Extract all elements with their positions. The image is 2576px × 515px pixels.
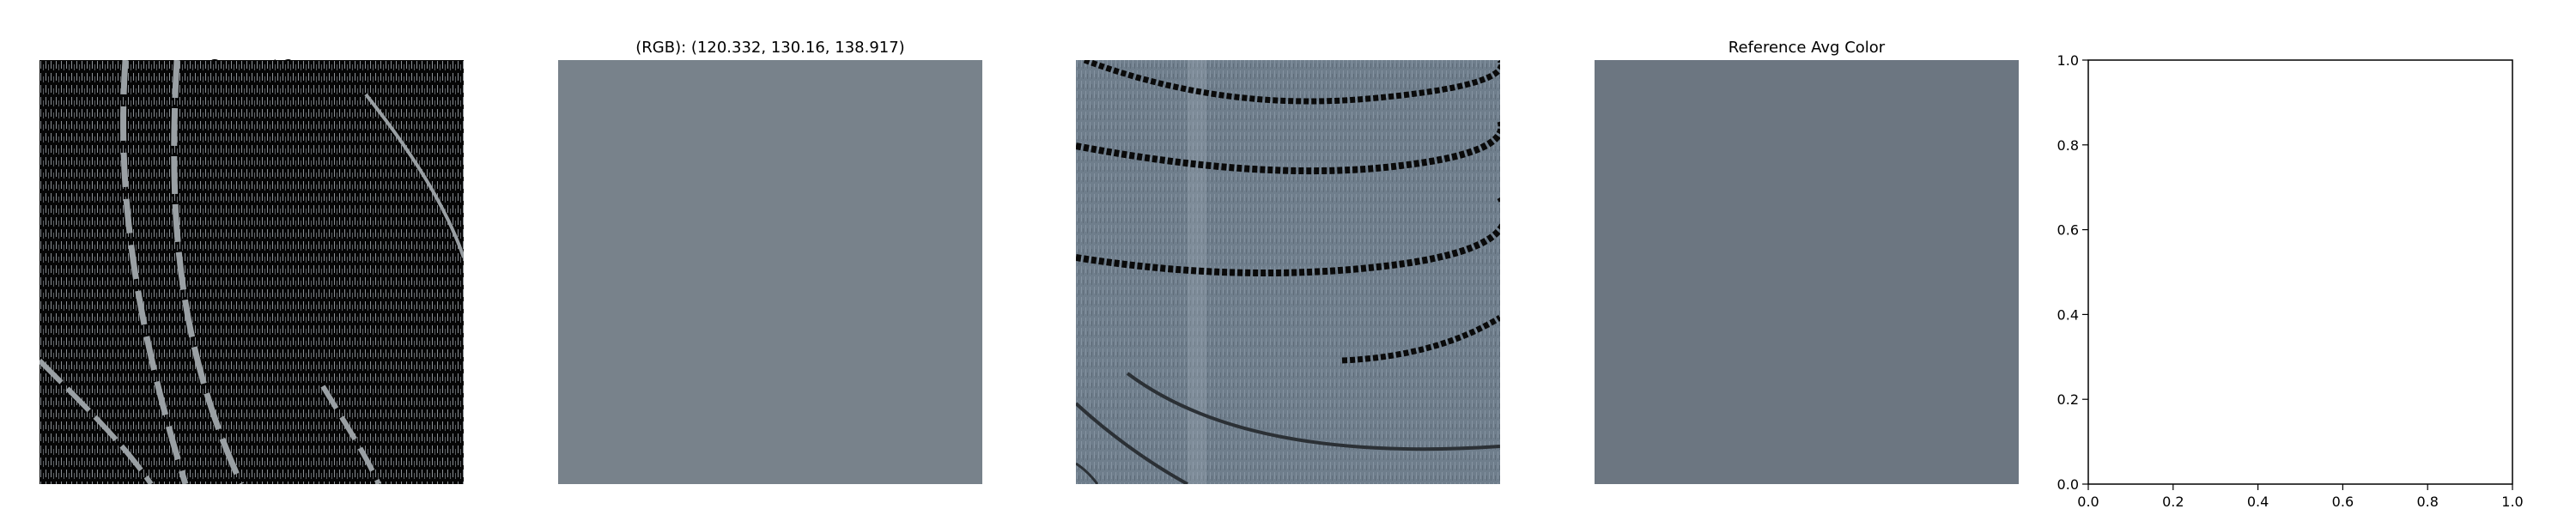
segment-2-stripe-2 [171,60,245,484]
segment-2-stripe-5 [364,93,464,258]
reference-segment-arc-3 [1076,197,1500,276]
reference-segment-curve-1 [1126,372,1500,451]
x-tick-label: 0.8 [2416,494,2438,510]
reference-segment-arc-4 [1341,315,1500,364]
axes-frame [2087,59,2513,485]
segment-color-rgb: (RGB): (120.332, 130.16, 138.917) [635,39,905,57]
segment-2-stripe-4 [320,385,381,484]
x-tick-label: 1.0 [2501,494,2523,510]
x-tick-label: 0.6 [2332,494,2354,510]
segment-2-texture [39,60,464,484]
segment-2-stripe-3 [39,358,154,484]
y-tick-label: 0.6 [2057,222,2079,239]
x-tick-label: 0.2 [2162,494,2184,510]
empty-axes-chart: 0.0 0.2 0.4 0.6 0.8 1.0 0.0 0.2 0.4 0.6 0.8 1.0 [2057,52,2524,510]
x-tick-label: 0.4 [2247,494,2269,510]
x-tick-label: 0.0 [2077,494,2099,510]
segment-2-stripe-1 [120,60,189,484]
y-tick-label: 0.0 [2057,476,2079,493]
segment-2-image-icon [39,60,464,484]
segment-2-image [39,60,464,484]
reference-segment-arc-2 [1076,120,1500,175]
y-tick-label: 0.2 [2057,391,2079,408]
reference-color-swatch [1595,60,2019,484]
reference-color-title-line: Reference Avg Color [1728,39,1886,57]
segment-color-swatch [558,60,982,484]
axes-ticks: 0.0 0.2 0.4 0.6 0.8 1.0 0.0 0.2 0.4 0.6 0.8 1.0 [2057,52,2524,510]
reference-segment-image [1076,60,1500,484]
y-tick-label: 0.4 [2057,306,2079,323]
y-tick-label: 1.0 [2057,52,2079,69]
reference-segment-image-icon [1076,60,1500,484]
reference-segment-curve-2 [1076,402,1188,484]
reference-segment-arc-1 [1083,60,1500,105]
y-tick-label: 0.8 [2057,137,2079,154]
reference-segment-curve-3 [1076,462,1099,484]
